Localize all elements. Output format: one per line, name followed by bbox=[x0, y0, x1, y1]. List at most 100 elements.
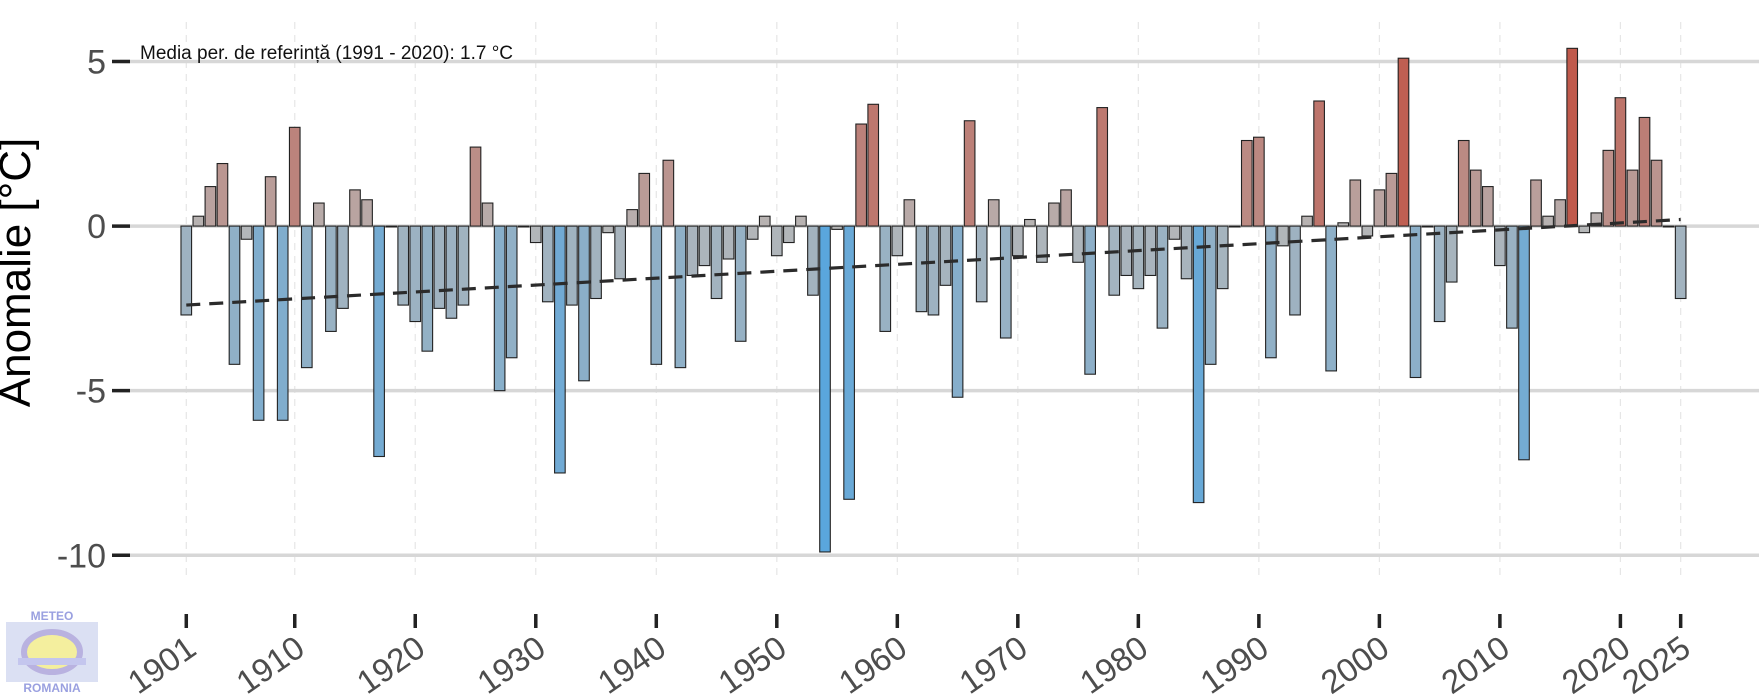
bar-1984 bbox=[1180, 225, 1193, 280]
y-tick-label: -5 bbox=[76, 373, 106, 411]
bar-1937 bbox=[614, 225, 626, 280]
bar-2006 bbox=[1445, 225, 1458, 283]
bar-2018 bbox=[1590, 212, 1603, 227]
bar-2000 bbox=[1373, 189, 1386, 227]
bar-1985 bbox=[1192, 225, 1205, 504]
bar-1903 bbox=[204, 186, 217, 227]
y-tick-label: -10 bbox=[57, 537, 106, 575]
bar-1975 bbox=[1072, 225, 1084, 263]
bar-2016 bbox=[1566, 47, 1579, 227]
y-tick-label: 5 bbox=[87, 44, 106, 82]
bar-1963 bbox=[927, 225, 940, 316]
bar-2015 bbox=[1554, 199, 1567, 227]
bar-1909 bbox=[276, 225, 289, 421]
bar-2025 bbox=[1674, 225, 1687, 300]
bar-1930 bbox=[529, 225, 542, 244]
bar-2019 bbox=[1602, 149, 1615, 227]
bar-2022 bbox=[1638, 116, 1651, 227]
bar-1947 bbox=[734, 225, 747, 342]
bar-1992 bbox=[1277, 225, 1289, 247]
y-axis-label: Anomalie [°C] bbox=[0, 138, 40, 407]
bar-1925 bbox=[469, 146, 482, 227]
bar-1998 bbox=[1349, 179, 1362, 227]
bar-1949 bbox=[758, 215, 771, 227]
bar-1931 bbox=[541, 225, 554, 303]
bar-1960 bbox=[891, 225, 904, 257]
bar-1934 bbox=[578, 225, 590, 382]
bar-1926 bbox=[481, 202, 494, 227]
bar-1929 bbox=[517, 225, 530, 228]
bar-1941 bbox=[662, 159, 675, 227]
bar-1990 bbox=[1253, 136, 1265, 227]
x-tick-label: 2025 bbox=[1615, 628, 1696, 695]
bar-2014 bbox=[1542, 215, 1554, 227]
bar-1907 bbox=[252, 225, 265, 421]
bar-1986 bbox=[1204, 225, 1217, 365]
bar-1901 bbox=[180, 225, 193, 316]
bar-1912 bbox=[312, 202, 325, 227]
bar-1948 bbox=[746, 225, 759, 240]
bar-1919 bbox=[397, 225, 410, 306]
bar-1983 bbox=[1168, 225, 1181, 240]
bar-1927 bbox=[493, 225, 506, 392]
bar-1967 bbox=[975, 225, 988, 303]
bar-2011 bbox=[1506, 225, 1518, 329]
bar-2008 bbox=[1469, 169, 1482, 227]
bar-1906 bbox=[240, 225, 253, 240]
bar-1950 bbox=[770, 225, 783, 257]
bar-1995 bbox=[1313, 100, 1325, 227]
bar-1988 bbox=[1228, 225, 1241, 228]
bar-1918 bbox=[385, 225, 398, 228]
bar-1924 bbox=[457, 225, 470, 306]
bar-1908 bbox=[264, 176, 277, 227]
bar-2005 bbox=[1433, 225, 1446, 323]
bar-1969 bbox=[999, 225, 1012, 339]
x-tick-label: 2010 bbox=[1435, 628, 1516, 695]
x-tick-label: 1910 bbox=[229, 628, 310, 695]
bar-2001 bbox=[1385, 172, 1398, 227]
x-tick-label: 2000 bbox=[1314, 628, 1395, 695]
trend-layer bbox=[186, 217, 1681, 307]
bar-1987 bbox=[1216, 225, 1229, 290]
x-tick-label: 1920 bbox=[350, 628, 431, 695]
bar-1935 bbox=[590, 225, 602, 300]
x-tick-label: 1990 bbox=[1194, 628, 1275, 695]
bar-1964 bbox=[939, 225, 952, 286]
bar-2012 bbox=[1518, 225, 1530, 461]
bar-1965 bbox=[951, 225, 964, 398]
bar-1943 bbox=[686, 225, 699, 277]
bar-1999 bbox=[1361, 225, 1374, 237]
bar-1961 bbox=[903, 199, 916, 227]
bar-1997 bbox=[1337, 222, 1350, 227]
bar-1968 bbox=[987, 199, 1000, 227]
bar-1914 bbox=[337, 225, 349, 309]
bar-1938 bbox=[626, 209, 639, 227]
bar-1989 bbox=[1240, 139, 1253, 227]
bar-1928 bbox=[505, 225, 518, 359]
bar-1920 bbox=[409, 225, 422, 323]
bar-1933 bbox=[566, 225, 578, 306]
bar-1980 bbox=[1132, 225, 1145, 290]
bar-1974 bbox=[1060, 189, 1072, 227]
bar-2002 bbox=[1397, 57, 1410, 227]
bar-1957 bbox=[855, 123, 868, 227]
bar-1971 bbox=[1024, 218, 1036, 227]
x-tick-label: 1901 bbox=[121, 628, 202, 695]
bar-2023 bbox=[1650, 159, 1663, 227]
meteo-romania-logo: METEO ROMANIA bbox=[6, 609, 98, 693]
bars-layer bbox=[180, 47, 1687, 553]
bar-1913 bbox=[325, 225, 337, 332]
bar-1905 bbox=[228, 225, 241, 365]
x-tick-label: 1980 bbox=[1073, 628, 1154, 695]
bar-1942 bbox=[674, 225, 687, 369]
bar-1972 bbox=[1036, 225, 1048, 263]
bar-1991 bbox=[1265, 225, 1277, 359]
bar-1966 bbox=[963, 120, 976, 227]
bar-2003 bbox=[1409, 225, 1422, 379]
bar-1917 bbox=[373, 225, 385, 458]
bar-1936 bbox=[602, 225, 614, 234]
bar-1945 bbox=[710, 225, 723, 300]
bar-2009 bbox=[1481, 186, 1494, 227]
bar-1958 bbox=[867, 103, 880, 227]
